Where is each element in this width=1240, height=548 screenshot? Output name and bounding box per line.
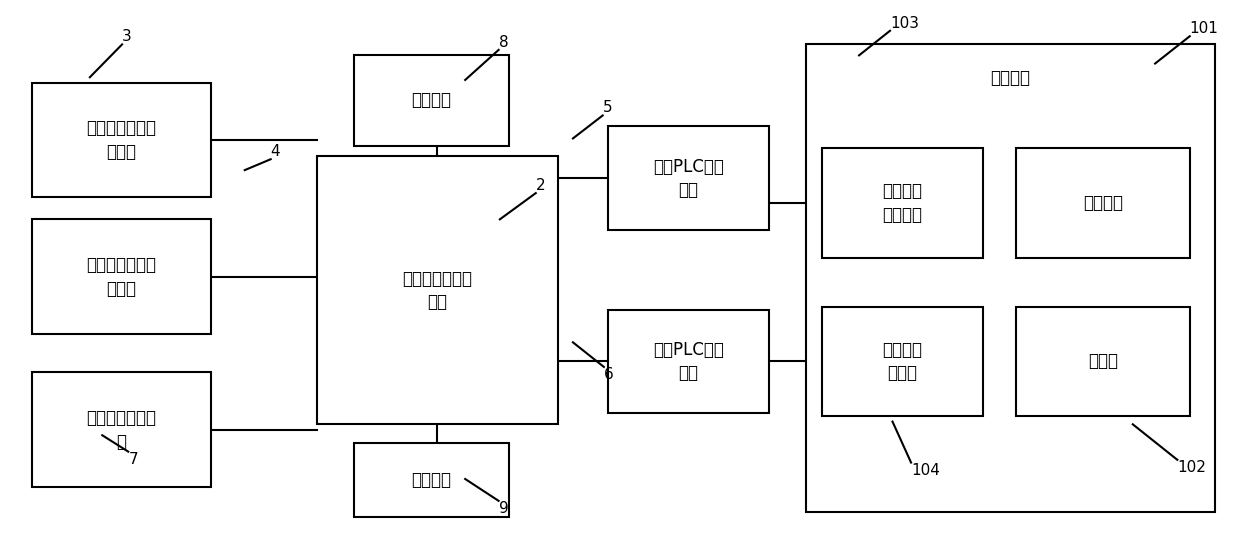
- Text: 103: 103: [890, 16, 919, 31]
- Text: 8: 8: [498, 35, 508, 50]
- Bar: [822, 307, 983, 416]
- Bar: [32, 83, 211, 197]
- Text: 101: 101: [1189, 21, 1219, 36]
- Text: 车辆状态检测模
块: 车辆状态检测模 块: [87, 409, 156, 450]
- Text: 9: 9: [498, 501, 508, 516]
- Text: 第二位置坐标检
测模块: 第二位置坐标检 测模块: [87, 256, 156, 298]
- Text: 投影屏调
整支架: 投影屏调 整支架: [883, 341, 923, 383]
- Text: 102: 102: [1177, 460, 1207, 475]
- Text: 移动终端: 移动终端: [412, 471, 451, 489]
- Text: 104: 104: [911, 463, 940, 477]
- Text: 6: 6: [604, 367, 614, 382]
- Text: 投影屏: 投影屏: [1087, 352, 1118, 370]
- Bar: [822, 149, 983, 258]
- Bar: [316, 157, 558, 424]
- Text: 投影光头
调整支架: 投影光头 调整支架: [883, 182, 923, 224]
- Text: 4: 4: [270, 144, 280, 159]
- Bar: [1017, 307, 1189, 416]
- Text: 第一PLC控制
模块: 第一PLC控制 模块: [652, 157, 724, 199]
- Text: 多功能智能控制
模块: 多功能智能控制 模块: [402, 270, 472, 311]
- Bar: [32, 219, 211, 334]
- Bar: [32, 373, 211, 487]
- Text: 5: 5: [603, 100, 613, 116]
- Text: 第二PLC控制
模块: 第二PLC控制 模块: [652, 341, 724, 383]
- Text: 投影模块: 投影模块: [991, 69, 1030, 87]
- Bar: [353, 55, 508, 146]
- Bar: [608, 127, 769, 230]
- Bar: [806, 44, 1214, 512]
- Text: 第一位置坐标检
测模块: 第一位置坐标检 测模块: [87, 119, 156, 161]
- Text: 网络模块: 网络模块: [412, 92, 451, 110]
- Text: 2: 2: [536, 178, 546, 193]
- Text: 3: 3: [122, 30, 131, 44]
- Bar: [608, 310, 769, 413]
- Bar: [1017, 149, 1189, 258]
- Text: 投影光头: 投影光头: [1083, 194, 1123, 212]
- Bar: [353, 443, 508, 517]
- Text: 7: 7: [128, 452, 138, 467]
